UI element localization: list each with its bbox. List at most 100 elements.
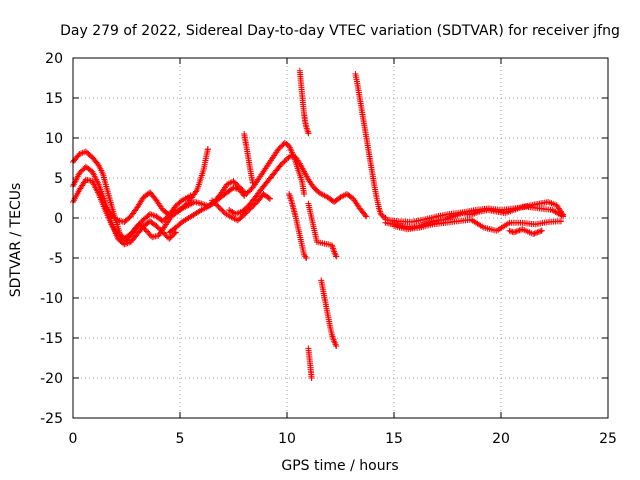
data-point bbox=[144, 228, 151, 235]
series-track-i bbox=[296, 67, 312, 137]
y-tick-label: -10 bbox=[40, 291, 63, 307]
series-track-e bbox=[166, 139, 308, 236]
data-point bbox=[170, 231, 177, 238]
data-point bbox=[240, 188, 247, 195]
data-point bbox=[81, 178, 88, 185]
y-tick-label: -5 bbox=[49, 251, 63, 267]
data-point bbox=[154, 224, 161, 231]
data-point bbox=[278, 143, 285, 150]
series-track-k bbox=[305, 345, 315, 381]
y-tick-label: 0 bbox=[54, 211, 63, 227]
plot-frame bbox=[72, 57, 609, 419]
data-point bbox=[560, 213, 567, 220]
y-axis-label: SDTVAR / TECUs bbox=[8, 183, 24, 298]
data-point bbox=[245, 207, 252, 214]
data-point bbox=[230, 178, 237, 185]
data-point bbox=[278, 160, 285, 167]
series-track-p bbox=[382, 203, 567, 225]
data-point bbox=[216, 205, 223, 212]
data-point bbox=[316, 189, 323, 196]
chart-title: Day 279 of 2022, Sidereal Day-to-day VTE… bbox=[60, 23, 620, 39]
data-point bbox=[167, 234, 174, 241]
data-point bbox=[239, 187, 246, 194]
data-point bbox=[250, 202, 257, 209]
data-point bbox=[279, 142, 286, 149]
data-point bbox=[234, 182, 241, 189]
data-point bbox=[381, 213, 388, 220]
data-point bbox=[171, 230, 178, 237]
data-point bbox=[289, 153, 296, 160]
y-tick-label: 10 bbox=[45, 131, 63, 147]
data-point bbox=[235, 183, 242, 190]
data-point bbox=[159, 218, 166, 225]
data-point bbox=[134, 223, 141, 229]
data-point bbox=[535, 228, 542, 235]
data-point bbox=[210, 198, 217, 205]
data-point bbox=[534, 229, 541, 236]
data-point bbox=[80, 166, 87, 173]
data-point bbox=[281, 158, 288, 165]
series-track-q bbox=[391, 216, 564, 234]
data-point bbox=[211, 199, 218, 206]
y-tick-label: -25 bbox=[40, 411, 63, 427]
data-point bbox=[308, 375, 315, 381]
data-point bbox=[265, 194, 272, 201]
data-point bbox=[513, 228, 520, 235]
series-track-h bbox=[241, 131, 256, 186]
data-point bbox=[510, 229, 517, 236]
data-point bbox=[243, 191, 250, 197]
data-point bbox=[168, 233, 175, 240]
data-point bbox=[507, 228, 514, 235]
series-track-g bbox=[209, 191, 273, 224]
y-tick-label: -20 bbox=[40, 371, 63, 387]
data-point bbox=[275, 146, 282, 153]
data-point bbox=[538, 227, 545, 234]
data-point bbox=[305, 130, 312, 137]
data-point bbox=[303, 255, 310, 261]
data-point bbox=[158, 228, 165, 235]
data-point bbox=[242, 210, 249, 217]
data-point bbox=[161, 230, 168, 237]
data-point bbox=[142, 227, 149, 233]
data-point bbox=[247, 205, 254, 212]
data-point bbox=[512, 228, 519, 235]
data-point bbox=[231, 179, 238, 186]
grid-lines bbox=[73, 58, 608, 418]
data-point bbox=[218, 206, 225, 213]
data-point bbox=[162, 215, 169, 222]
data-point bbox=[219, 207, 226, 214]
data-point bbox=[214, 202, 221, 209]
data-points bbox=[70, 67, 567, 381]
data-point bbox=[244, 189, 251, 196]
data-point bbox=[236, 184, 243, 191]
data-point bbox=[163, 233, 170, 240]
series-track-m bbox=[305, 200, 340, 260]
data-point bbox=[76, 170, 83, 177]
data-point bbox=[301, 191, 308, 197]
data-point bbox=[362, 212, 369, 219]
data-point bbox=[159, 229, 166, 236]
data-point bbox=[215, 203, 222, 210]
data-point bbox=[233, 180, 240, 187]
series-track-f bbox=[226, 152, 370, 220]
data-point bbox=[161, 216, 168, 223]
data-point bbox=[138, 219, 145, 226]
data-point bbox=[243, 209, 250, 216]
y-tick-label: -15 bbox=[40, 331, 63, 347]
x-axis-label: GPS time / hours bbox=[281, 458, 398, 474]
series-track-j bbox=[286, 191, 310, 261]
data-point bbox=[363, 213, 370, 220]
data-point bbox=[156, 225, 163, 232]
y-tick-label: 5 bbox=[54, 171, 63, 187]
data-point bbox=[241, 211, 248, 218]
data-point bbox=[136, 220, 143, 227]
data-point bbox=[288, 152, 295, 159]
data-point bbox=[209, 197, 216, 204]
y-tick-label: 20 bbox=[45, 51, 63, 67]
x-tick-label: 10 bbox=[278, 431, 296, 447]
data-point bbox=[212, 201, 219, 208]
data-point bbox=[77, 168, 84, 175]
x-tick-label: 0 bbox=[69, 431, 78, 447]
x-tick-label: 25 bbox=[599, 431, 617, 447]
